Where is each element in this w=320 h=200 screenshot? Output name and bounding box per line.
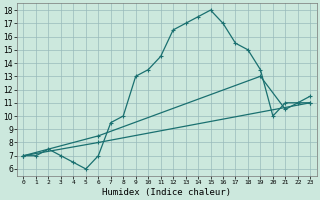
X-axis label: Humidex (Indice chaleur): Humidex (Indice chaleur) xyxy=(102,188,231,197)
